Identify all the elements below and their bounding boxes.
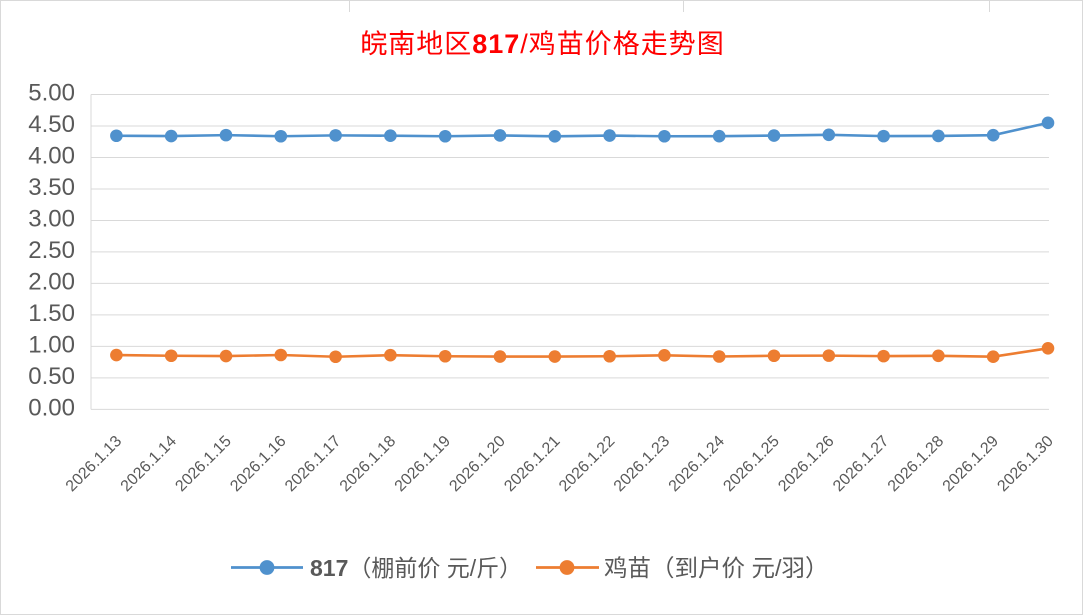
svg-text:817（棚前价 元/斤）: 817（棚前价 元/斤） — [310, 555, 522, 581]
svg-text:鸡苗（到户价 元/羽）: 鸡苗（到户价 元/羽） — [604, 555, 829, 581]
